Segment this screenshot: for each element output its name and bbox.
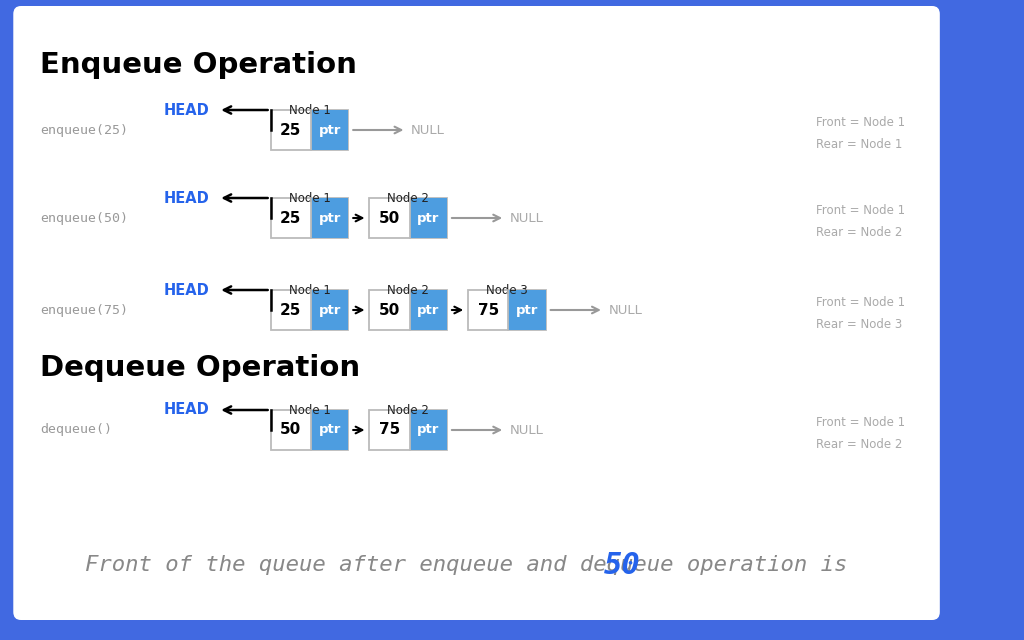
Bar: [311, 410, 348, 450]
Bar: [370, 410, 447, 450]
Text: 50: 50: [281, 422, 301, 438]
Bar: [311, 110, 348, 150]
Text: ptr: ptr: [318, 211, 341, 225]
Text: Node 2: Node 2: [387, 191, 429, 205]
Text: Rear = Node 2: Rear = Node 2: [816, 438, 903, 451]
Text: ptr: ptr: [417, 303, 439, 317]
Text: Dequeue Operation: Dequeue Operation: [40, 354, 360, 382]
Text: NULL: NULL: [510, 424, 544, 436]
Bar: [270, 198, 348, 238]
Text: NULL: NULL: [411, 124, 445, 136]
Text: NULL: NULL: [608, 303, 642, 317]
Text: 25: 25: [281, 122, 301, 138]
Text: Rear = Node 1: Rear = Node 1: [816, 138, 903, 150]
Text: ptr: ptr: [318, 303, 341, 317]
Text: 75: 75: [477, 303, 499, 317]
Text: 50: 50: [379, 303, 400, 317]
Text: Node 1: Node 1: [289, 284, 331, 296]
Bar: [270, 110, 348, 150]
Text: HEAD: HEAD: [163, 282, 209, 298]
Text: ptr: ptr: [417, 424, 439, 436]
Bar: [468, 290, 546, 330]
Text: Rear = Node 2: Rear = Node 2: [816, 225, 903, 239]
Text: ptr: ptr: [318, 124, 341, 136]
Text: HEAD: HEAD: [163, 102, 209, 118]
Bar: [370, 198, 447, 238]
Bar: [270, 290, 348, 330]
Text: Node 2: Node 2: [387, 284, 429, 296]
FancyBboxPatch shape: [13, 6, 940, 620]
Text: 75: 75: [379, 422, 400, 438]
Bar: [509, 290, 546, 330]
Text: ptr: ptr: [318, 424, 341, 436]
Text: ptr: ptr: [516, 303, 539, 317]
Bar: [311, 198, 348, 238]
Text: Node 1: Node 1: [289, 191, 331, 205]
Text: ptr: ptr: [417, 211, 439, 225]
Text: Front = Node 1: Front = Node 1: [816, 296, 905, 308]
Text: NULL: NULL: [510, 211, 544, 225]
Text: enqueue(75): enqueue(75): [40, 303, 128, 317]
Text: Front = Node 1: Front = Node 1: [816, 115, 905, 129]
Bar: [311, 290, 348, 330]
Text: 50: 50: [379, 211, 400, 225]
Text: Front = Node 1: Front = Node 1: [816, 204, 905, 216]
Bar: [370, 290, 447, 330]
Text: Node 1: Node 1: [289, 104, 331, 116]
Text: enqueue(50): enqueue(50): [40, 211, 128, 225]
Text: Rear = Node 3: Rear = Node 3: [816, 317, 903, 330]
Text: HEAD: HEAD: [163, 403, 209, 417]
Text: 50: 50: [603, 550, 640, 579]
Text: Front of the queue after enqueue and dequeue operation is: Front of the queue after enqueue and deq…: [85, 555, 861, 575]
Text: Node 1: Node 1: [289, 403, 331, 417]
Text: Front = Node 1: Front = Node 1: [816, 415, 905, 429]
Text: enqueue(25): enqueue(25): [40, 124, 128, 136]
Bar: [410, 290, 447, 330]
Bar: [410, 198, 447, 238]
Text: 25: 25: [281, 303, 301, 317]
Text: dequeue(): dequeue(): [40, 424, 112, 436]
Text: HEAD: HEAD: [163, 191, 209, 205]
Text: 25: 25: [281, 211, 301, 225]
Text: Node 3: Node 3: [486, 284, 527, 296]
Text: Enqueue Operation: Enqueue Operation: [40, 51, 356, 79]
Text: Node 2: Node 2: [387, 403, 429, 417]
Bar: [270, 410, 348, 450]
Bar: [410, 410, 447, 450]
